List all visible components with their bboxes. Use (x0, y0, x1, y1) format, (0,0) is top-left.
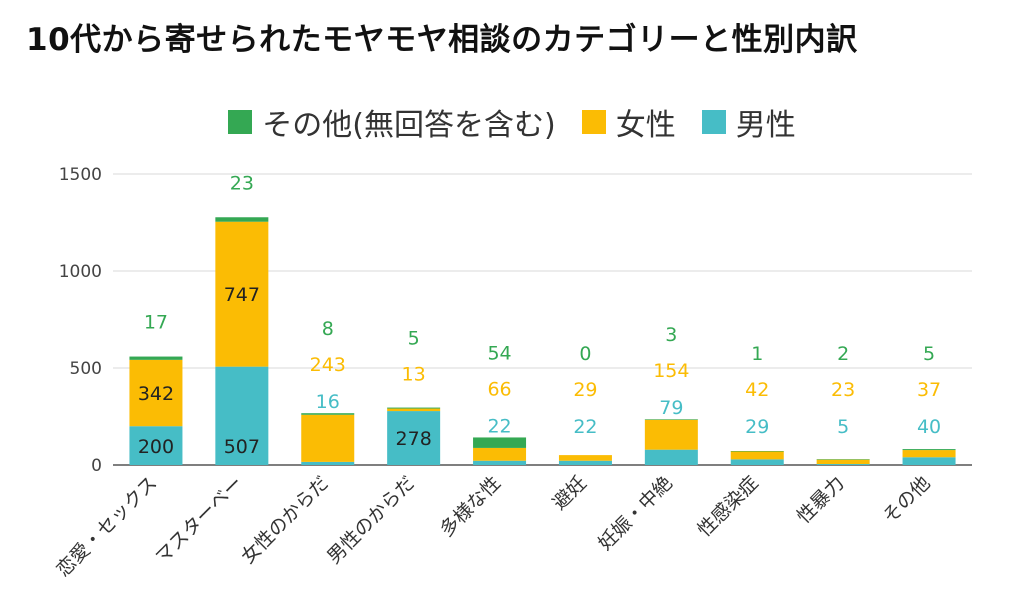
x-category-label: 妊娠・中絶 (594, 472, 677, 555)
bar-male (902, 457, 956, 465)
bar-female (644, 419, 698, 450)
data-label: 2 (837, 343, 849, 365)
bar-male (558, 460, 612, 465)
bar-other (387, 407, 441, 409)
data-label: 154 (653, 360, 689, 382)
legend-label: その他(無回答を含む) (262, 108, 556, 143)
data-label: 37 (917, 379, 941, 401)
legend-item: 女性 (581, 100, 676, 144)
x-category-label: 多様な性 (436, 472, 505, 541)
bar-other (215, 217, 269, 222)
data-label: 29 (745, 416, 769, 438)
x-category-label: マスターベー (151, 472, 247, 568)
data-label: 0 (579, 343, 591, 365)
bar-female (129, 359, 183, 427)
bar-other (644, 419, 698, 420)
data-label: 342 (138, 383, 174, 405)
x-category-label: その他 (879, 472, 935, 528)
data-label: 23 (831, 379, 855, 401)
bar-female (558, 455, 612, 461)
bar-female (902, 450, 956, 458)
bar-male (301, 461, 355, 465)
bar-male (473, 460, 527, 465)
bar-other (902, 449, 956, 451)
data-label: 79 (659, 397, 683, 419)
legend-swatch (581, 110, 606, 134)
data-label: 42 (745, 379, 769, 401)
bar-male (387, 411, 441, 465)
y-tick-label: 500 (70, 359, 102, 379)
data-label: 3 (665, 324, 677, 346)
data-label: 1 (751, 343, 763, 365)
y-tick-label: 0 (91, 456, 102, 476)
bar-other (301, 413, 355, 415)
data-label: 22 (487, 415, 511, 437)
data-label: 8 (322, 318, 334, 340)
data-label: 66 (487, 378, 511, 400)
bar-male (644, 449, 698, 465)
bar-other (730, 451, 784, 452)
x-category-label: 恋愛・セックス (52, 472, 161, 581)
data-label: 23 (230, 172, 254, 194)
data-label: 5 (408, 328, 420, 350)
legend-item: その他(無回答を含む) (228, 100, 556, 144)
data-label: 243 (310, 354, 346, 376)
y-tick-label: 1500 (59, 165, 102, 185)
legend-swatch (228, 110, 253, 134)
data-label: 16 (316, 391, 340, 413)
bar-female (387, 408, 441, 412)
bar-male (215, 366, 269, 465)
data-label: 54 (487, 342, 511, 364)
bar-female (215, 221, 269, 367)
bar-other (816, 459, 870, 460)
bar-male (129, 426, 183, 465)
bar-female (816, 459, 870, 465)
x-category-label: 女性のからだ (237, 472, 333, 568)
bar-female (473, 447, 527, 461)
data-label: 29 (573, 379, 597, 401)
bar-other (473, 437, 527, 448)
data-label: 5 (923, 343, 935, 365)
data-label: 17 (144, 312, 168, 334)
x-category-label: 性感染症 (693, 472, 762, 541)
chart-title: 10代から寄せられたモヤモヤ相談のカテゴリーと性別内訳 (26, 22, 858, 58)
x-category-label: 性暴力 (793, 472, 849, 528)
data-label: 507 (224, 436, 260, 458)
x-category-label: 避妊 (549, 472, 591, 514)
bar-female (301, 414, 355, 462)
data-label: 200 (138, 436, 174, 458)
data-label: 747 (224, 284, 260, 306)
chart-legend: その他(無回答を含む) 女性 男性 (0, 100, 1024, 144)
x-category-label: 男性のからだ (323, 472, 419, 568)
legend-item: 男性 (701, 100, 796, 144)
data-label: 13 (402, 364, 426, 386)
bar-male (730, 459, 784, 465)
data-label: 278 (396, 428, 432, 450)
bar-female (730, 451, 784, 460)
data-label: 40 (917, 416, 941, 438)
legend-swatch (701, 110, 726, 134)
legend-label: 女性 (615, 108, 676, 143)
bar-other (129, 356, 183, 360)
data-label: 5 (837, 416, 849, 438)
y-tick-label: 1000 (59, 262, 102, 282)
data-label: 22 (573, 416, 597, 438)
legend-label: 男性 (735, 108, 796, 143)
bar-male (816, 464, 870, 465)
